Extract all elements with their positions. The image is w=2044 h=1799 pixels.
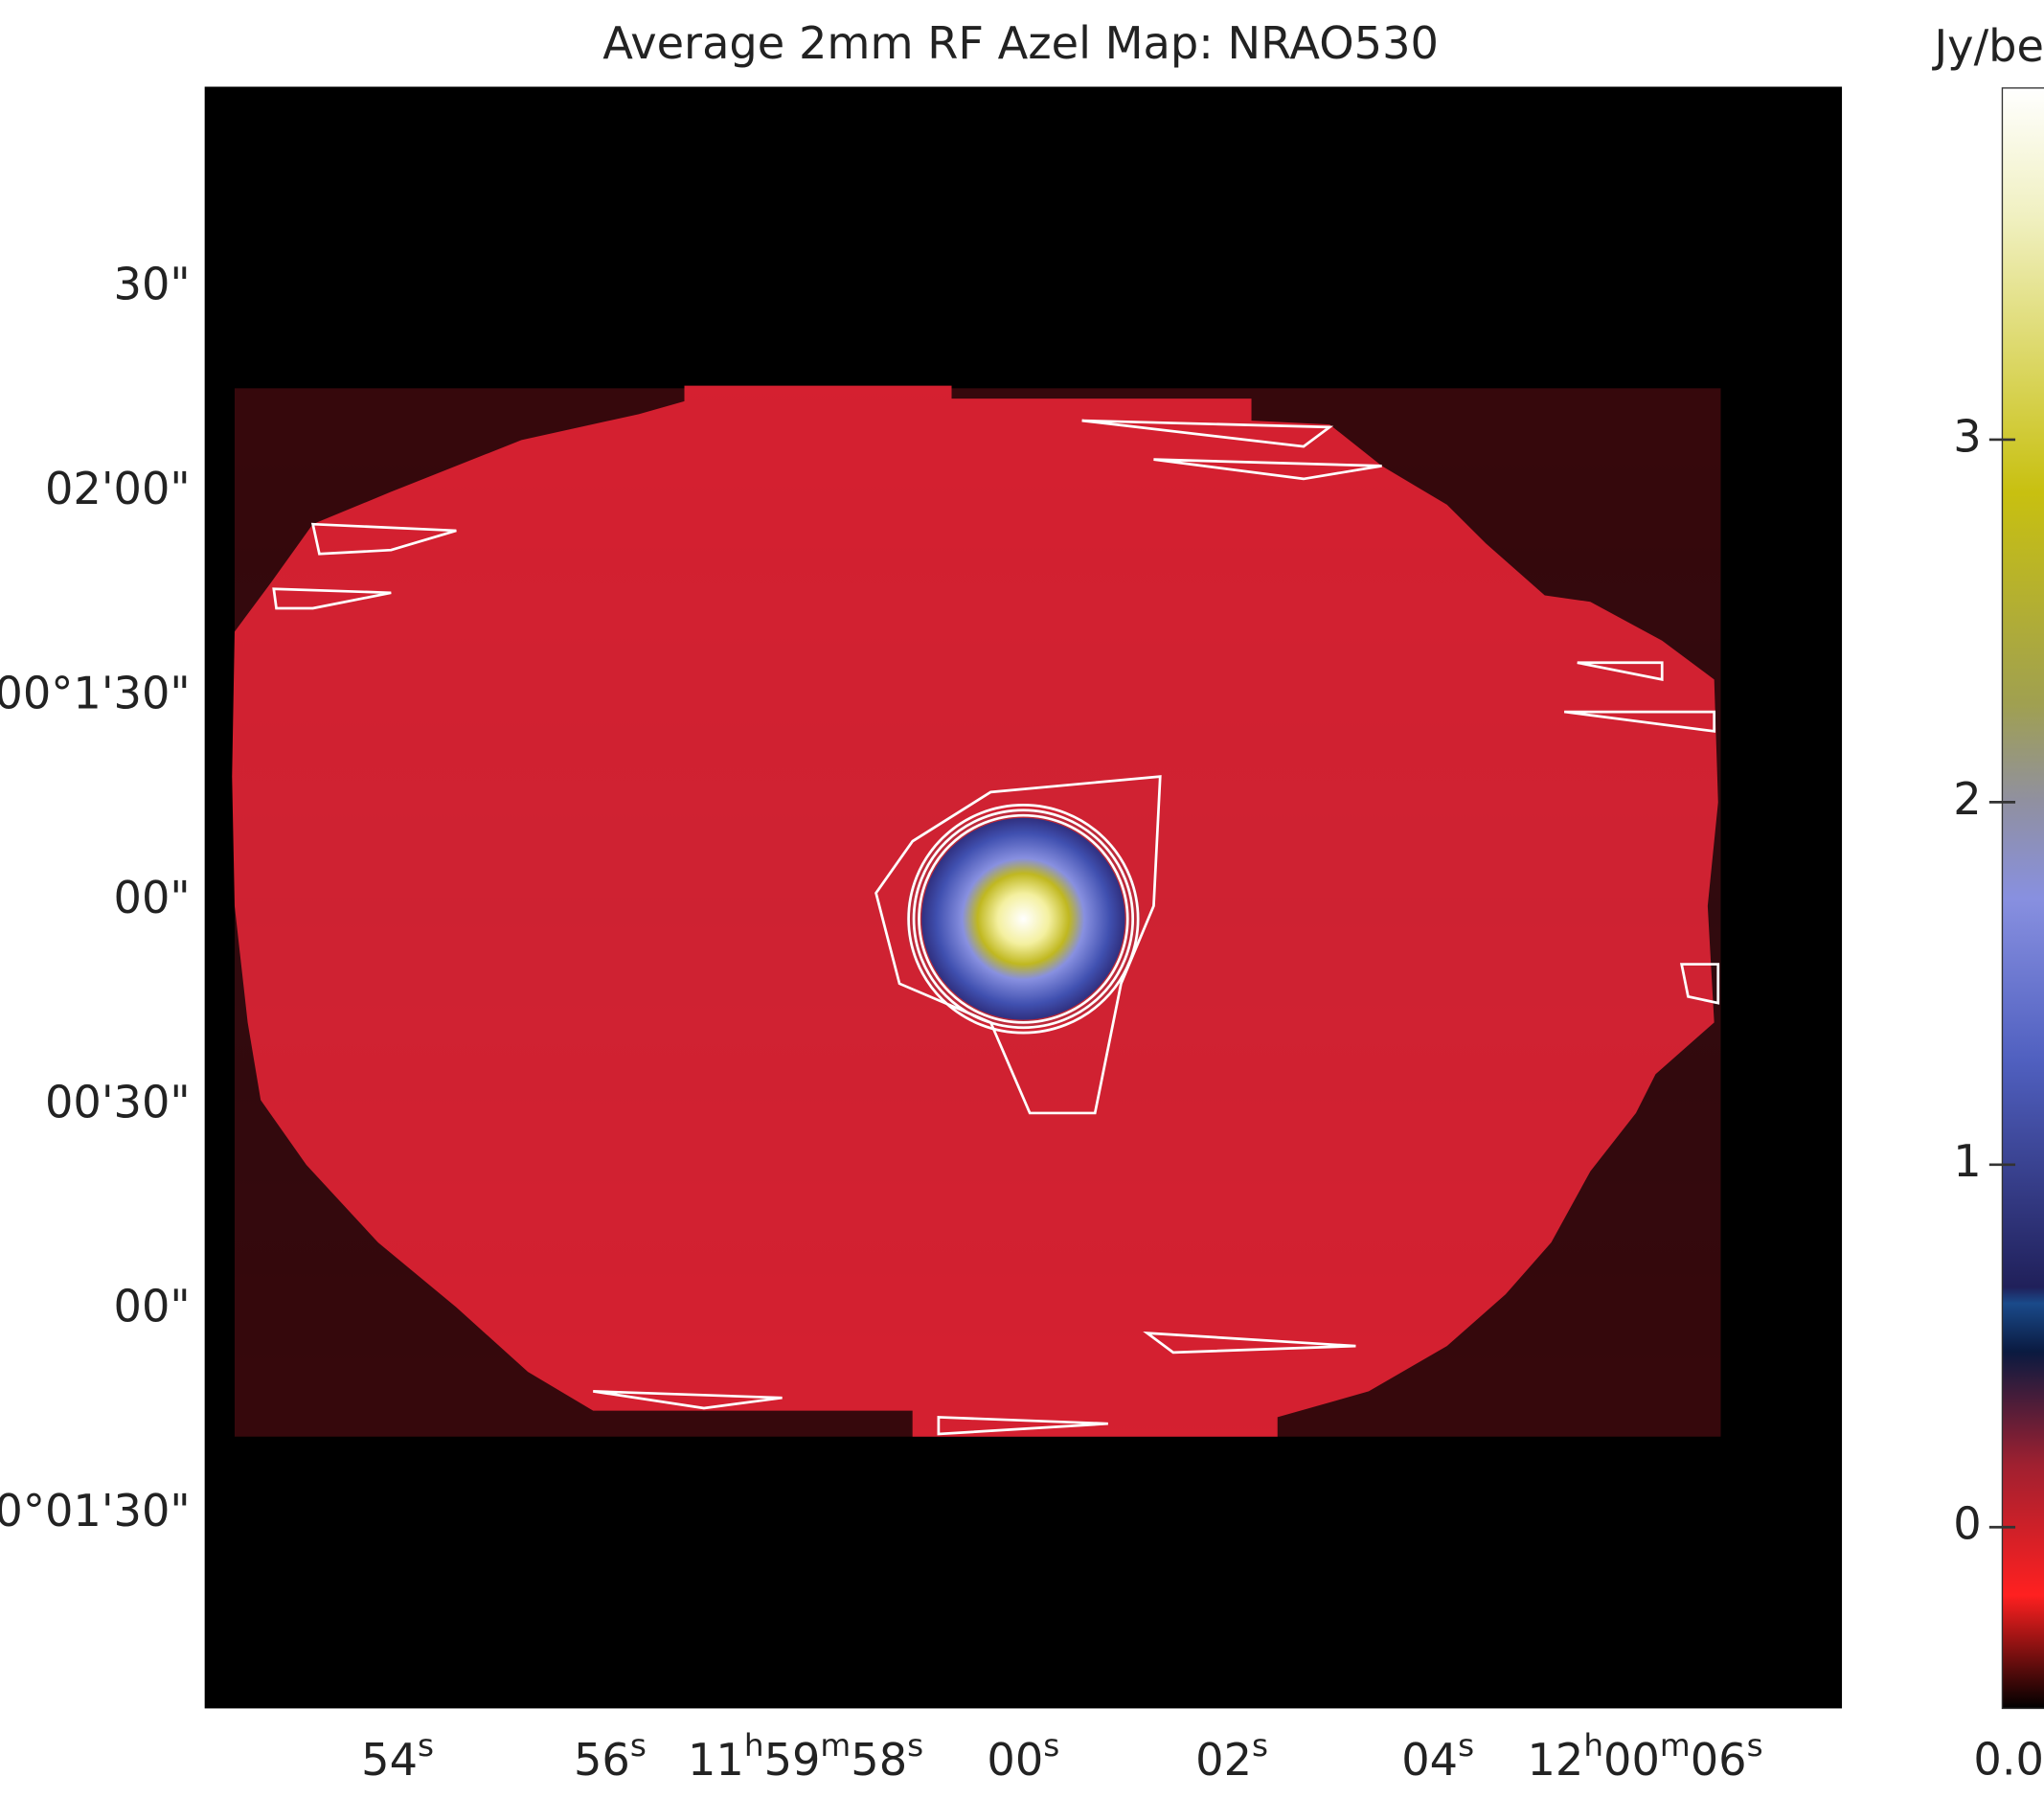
- chart-title: Average 2mm RF Azel Map: NRAO530: [602, 17, 1439, 69]
- x-tick-label: 12h00m06s: [1527, 1727, 1762, 1786]
- x-tick-label: 11h59m58s: [688, 1727, 923, 1786]
- colorbar-tick-label: 2: [1953, 773, 1981, 825]
- contours: [272, 419, 1720, 1436]
- y-tick-label: 00": [114, 1281, 191, 1332]
- y-tick-label: 00": [114, 872, 191, 923]
- y-tick-label: 02'00": [45, 463, 191, 514]
- y-tick-label: 00'30": [45, 1076, 191, 1127]
- x-tick-label: 00s: [987, 1727, 1059, 1786]
- x-tick-label: 02s: [1195, 1727, 1268, 1786]
- colorbar-tick-label: 1: [1953, 1135, 1981, 1187]
- x-tick-label: 56s: [574, 1727, 647, 1786]
- colorbar-label: Jy/be: [1932, 20, 2044, 72]
- y-tick-label: 0°01'30": [0, 1485, 191, 1537]
- colorbar-tick-label: 0: [1953, 1498, 1981, 1550]
- y-tick-label: 00°1'30": [0, 667, 191, 718]
- x-tick-label: 54s: [361, 1727, 434, 1786]
- source: [921, 817, 1125, 1020]
- colorbar-bottom-label: 0.0: [1973, 1734, 2044, 1786]
- x-tick-label: 04s: [1401, 1727, 1474, 1786]
- colorbar-tick-label: 3: [1953, 411, 1981, 463]
- y-tick-label: 30": [114, 259, 191, 310]
- colorbar: [2001, 87, 2044, 1710]
